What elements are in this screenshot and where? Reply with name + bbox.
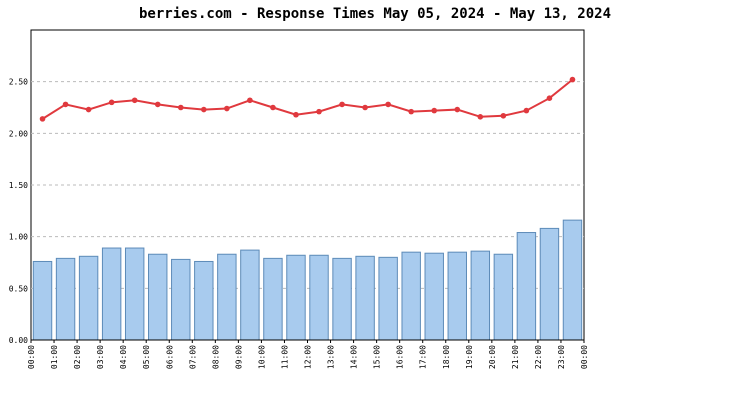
bar	[263, 257, 283, 341]
line-marker	[201, 106, 207, 113]
bar	[171, 258, 191, 341]
x-tick-label: 06:00	[165, 345, 174, 369]
y-tick-label: 2.50	[9, 78, 28, 87]
bar	[217, 253, 237, 341]
line-marker	[131, 97, 138, 104]
line-marker	[385, 101, 391, 108]
x-tick-label: 11:00	[280, 345, 289, 369]
line-marker	[408, 108, 414, 115]
bar	[539, 227, 560, 341]
bar	[401, 251, 421, 341]
x-tick-label: 18:00	[442, 345, 451, 369]
line-marker	[316, 108, 322, 115]
line-marker	[270, 104, 276, 111]
line-marker	[39, 116, 46, 122]
bar	[355, 255, 375, 341]
x-tick-label: 16:00	[396, 345, 405, 369]
bar	[101, 247, 122, 341]
bar	[286, 254, 306, 341]
line-marker	[224, 105, 230, 112]
bar	[332, 257, 352, 341]
line-marker	[362, 104, 368, 111]
line-marker	[523, 107, 530, 114]
x-tick-label: 07:00	[188, 345, 197, 369]
x-tick-label: 19:00	[465, 345, 474, 369]
bar	[148, 253, 168, 341]
x-tick-label: 13:00	[327, 345, 336, 369]
line-marker	[154, 101, 161, 108]
bar	[516, 232, 537, 341]
line-marker	[177, 104, 184, 111]
x-tick-label: 17:00	[419, 345, 428, 369]
line-marker	[454, 106, 461, 113]
x-tick-label: 01:00	[50, 345, 59, 369]
bar	[562, 219, 583, 341]
bar	[424, 252, 444, 341]
x-tick-label: 22:00	[534, 345, 543, 369]
line-marker	[339, 101, 345, 108]
line-marker	[569, 76, 576, 83]
chart-title: berries.com - Response Times May 05, 202…	[139, 6, 611, 22]
x-tick-label: 03:00	[96, 345, 105, 369]
x-tick-label: 00:00	[580, 345, 589, 369]
bar	[78, 255, 99, 341]
x-tick-label: 04:00	[119, 345, 128, 369]
x-tick-label: 10:00	[257, 345, 266, 369]
line-marker	[293, 111, 299, 118]
x-tick-label: 21:00	[511, 345, 520, 369]
y-tick-label: 1.00	[9, 233, 28, 242]
line-marker	[477, 114, 484, 120]
line-marker	[546, 95, 553, 101]
bar	[378, 256, 398, 341]
y-tick-label: 0.00	[9, 336, 28, 345]
x-tick-label: 02:00	[73, 345, 82, 369]
line-marker	[62, 101, 69, 108]
bar	[55, 257, 76, 341]
x-tick-label: 12:00	[304, 345, 313, 369]
bar	[493, 253, 514, 341]
bar	[32, 260, 53, 341]
line-marker	[431, 107, 438, 114]
bar	[447, 251, 467, 341]
x-tick-label: 00:00	[27, 345, 36, 369]
bar	[240, 249, 260, 341]
line-marker	[108, 99, 115, 106]
x-tick-label: 08:00	[211, 345, 220, 369]
bar	[470, 250, 491, 341]
y-tick-label: 2.00	[9, 129, 28, 138]
bar	[124, 247, 145, 341]
line-marker	[85, 106, 92, 113]
bar	[309, 254, 329, 341]
y-tick-label: 0.50	[9, 284, 28, 293]
y-tick-label: 1.50	[9, 181, 28, 190]
line	[41, 78, 574, 120]
x-tick-label: 09:00	[234, 345, 243, 369]
bar	[194, 260, 214, 341]
line-marker	[500, 112, 507, 119]
x-tick-label: 23:00	[557, 345, 566, 369]
x-tick-label: 05:00	[142, 345, 151, 369]
x-tick-label: 15:00	[373, 345, 382, 369]
line-marker	[247, 97, 253, 104]
x-tick-label: 14:00	[350, 345, 359, 369]
x-tick-label: 20:00	[488, 345, 497, 369]
